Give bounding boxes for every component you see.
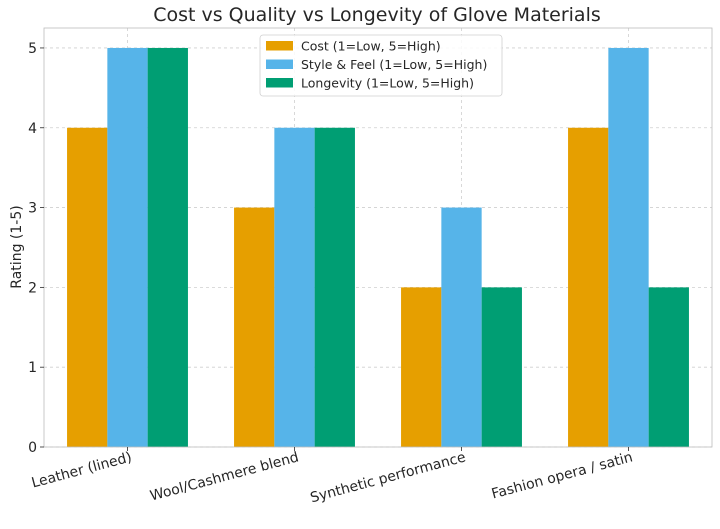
x-tick-label: Leather (lined) (30, 449, 134, 491)
bar (481, 287, 522, 447)
legend-swatch (266, 59, 293, 69)
bar (648, 287, 689, 447)
bar (147, 47, 188, 447)
axes (43, 27, 713, 448)
y-tick-label: 0 (28, 440, 37, 456)
legend: Cost (1=Low, 5=High) Style & Feel (1=Low,… (259, 34, 503, 97)
plot-frame (43, 27, 713, 448)
y-tick-label: 4 (28, 121, 37, 137)
legend-label: Longevity (1=Low, 5=High) (301, 76, 474, 91)
bar (274, 127, 315, 447)
bar (568, 127, 609, 447)
bar (401, 287, 442, 447)
bar (314, 127, 355, 447)
y-tick-label: 1 (28, 360, 37, 376)
x-tick-label: Wool/Cashmere blend (148, 449, 300, 504)
chart-title: Cost vs Quality vs Longevity of Glove Ma… (153, 4, 601, 26)
bar (107, 47, 148, 447)
y-tick-label: 5 (28, 41, 37, 57)
bars (67, 47, 689, 447)
legend-swatch (266, 41, 293, 51)
bar (441, 207, 482, 447)
x-tick-label: Synthetic performance (309, 449, 468, 506)
y-tick-label: 3 (28, 201, 37, 217)
y-axis-label: Rating (1-5) (9, 205, 25, 288)
bar (67, 127, 108, 447)
x-tick-label: Fashion opera / satin (490, 449, 635, 502)
y-tick-label: 2 (28, 280, 37, 296)
bar (608, 47, 649, 447)
x-ticks: Leather (lined) Wool/Cashmere blend Synthe… (30, 447, 635, 506)
legend-label: Style & Feel (1=Low, 5=High) (301, 57, 487, 72)
y-ticks: 0 1 2 3 4 5 (28, 41, 44, 456)
bar (234, 207, 275, 447)
legend-swatch (266, 78, 293, 88)
legend-box (259, 34, 503, 97)
legend-label: Cost (1=Low, 5=High) (301, 39, 441, 54)
